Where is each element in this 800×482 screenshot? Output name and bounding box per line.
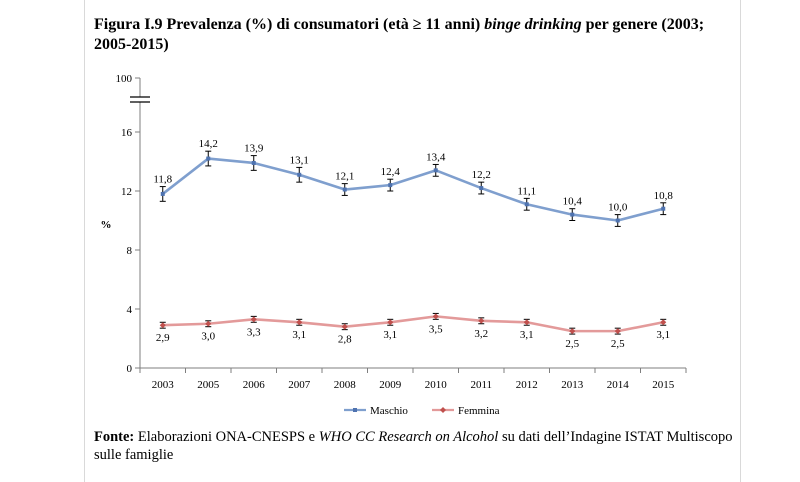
data-label: 10,0 <box>608 202 628 214</box>
x-tick-label: 2014 <box>607 379 630 391</box>
series-femmina: 2,9 3,0 3,3 3,1 2,8 3,1 3,5 3,2 3,1 2,5 2,5 3,1 <box>156 312 670 350</box>
data-label: 13,1 <box>290 154 309 166</box>
x-tick-label: 2013 <box>561 379 584 391</box>
series-maschio: 11,8 14,2 13,9 13,1 12,1 12,4 13,4 12,2 11,1 10,4… <box>153 138 674 227</box>
x-tick-label: 2005 <box>197 379 220 391</box>
data-label: 3,1 <box>520 329 534 341</box>
data-point <box>160 191 165 196</box>
figure-title: Figura I.9 Prevalenza (%) di consumatori… <box>94 15 734 55</box>
data-label: 11,1 <box>517 185 536 197</box>
figure-title-italic: binge drinking <box>484 16 582 33</box>
data-point <box>296 319 303 326</box>
x-tick-label: 2008 <box>334 379 357 391</box>
data-point <box>206 156 211 161</box>
data-label: 2,8 <box>338 334 352 346</box>
data-label: 2,5 <box>565 338 579 350</box>
legend-marker <box>353 408 357 412</box>
y-tick-label: 4 <box>127 304 133 316</box>
x-tick-label: 2015 <box>652 379 675 391</box>
data-label: 3,1 <box>656 329 670 341</box>
data-label: 3,5 <box>429 323 443 335</box>
source-part1: Elaborazioni ONA-CNESPS e <box>134 429 319 445</box>
data-point <box>615 218 620 223</box>
data-label: 3,1 <box>383 329 397 341</box>
data-label: 10,4 <box>563 196 583 208</box>
data-label: 14,2 <box>199 138 218 150</box>
legend-item-maschio: Maschio <box>344 405 408 417</box>
data-point <box>523 319 530 326</box>
data-point <box>432 313 439 320</box>
figure-title-part1: Figura I.9 Prevalenza (%) di consumatori… <box>94 16 485 33</box>
data-point <box>614 328 621 335</box>
right-frame-line <box>740 0 741 482</box>
chart-axes: 0 4 8 12 16 100% 2003 2005 2006 2007 2008 2009 2010 2… <box>101 73 687 391</box>
y-tick-label: 100 <box>116 73 133 85</box>
data-point <box>388 183 393 188</box>
x-tick-label: 2012 <box>516 379 538 391</box>
legend-item-femmina: Femmina <box>432 405 500 417</box>
y-tick-label: 16 <box>121 127 133 139</box>
legend-label: Maschio <box>370 405 408 417</box>
x-tick-label: 2003 <box>152 379 175 391</box>
data-label: 13,9 <box>244 143 264 155</box>
data-point <box>569 328 576 335</box>
data-point <box>570 212 575 217</box>
data-label: 2,9 <box>156 332 170 344</box>
x-tick-label: 2006 <box>243 379 266 391</box>
data-label: 12,1 <box>335 171 354 183</box>
data-label: 3,2 <box>474 328 488 340</box>
data-label: 3,3 <box>247 326 261 338</box>
data-point <box>478 317 485 324</box>
data-point <box>342 187 347 192</box>
data-label: 3,1 <box>292 329 306 341</box>
x-tick-label: 2010 <box>425 379 448 391</box>
y-axis-break-gap <box>130 97 150 102</box>
data-point <box>297 172 302 177</box>
data-point <box>250 316 257 323</box>
data-point <box>159 322 166 329</box>
data-label: 3,0 <box>201 331 215 343</box>
legend-label: Femmina <box>458 405 500 417</box>
data-point <box>387 319 394 326</box>
y-axis-label: % <box>101 219 112 231</box>
data-label: 12,2 <box>472 169 491 181</box>
data-point <box>661 206 666 211</box>
data-point <box>433 168 438 173</box>
legend-marker <box>440 407 446 413</box>
data-label: 13,4 <box>426 151 446 163</box>
data-point <box>660 319 667 326</box>
data-point <box>524 202 529 207</box>
data-point <box>205 320 212 327</box>
figure-title-part2: per genere (2003; 2005-2015) <box>94 16 705 53</box>
x-tick-label: 2011 <box>470 379 492 391</box>
data-label: 12,4 <box>381 166 401 178</box>
source-label: Fonte: <box>94 429 135 445</box>
line-chart: 0 4 8 12 16 100% 2003 2005 2006 2007 2008 2009 2010 2… <box>101 73 687 417</box>
source-part2: su dati dell’Indagine ISTAT Multiscopo s… <box>94 429 733 463</box>
y-tick-label: 12 <box>121 186 132 198</box>
data-label: 2,5 <box>611 338 625 350</box>
chart-series-layer: 11,8 14,2 13,9 13,1 12,1 12,4 13,4 12,2 11,1 10,4… <box>153 138 673 350</box>
left-frame-line <box>84 0 85 482</box>
x-tick-label: 2007 <box>288 379 311 391</box>
series-line <box>162 315 664 333</box>
x-tick-label: 2009 <box>379 379 402 391</box>
data-point <box>341 323 348 330</box>
data-point <box>479 186 484 191</box>
y-tick-label: 8 <box>127 245 133 257</box>
data-label: 11,8 <box>153 174 172 186</box>
chart-legend: Maschio Femmina <box>344 405 500 417</box>
source-note: Fonte: Elaborazioni ONA-CNESPS e WHO CC … <box>94 428 734 464</box>
data-label: 10,8 <box>654 190 674 202</box>
data-point <box>251 160 256 165</box>
series-line <box>161 157 664 222</box>
source-italic: WHO CC Research on Alcohol <box>318 429 499 445</box>
y-tick-label: 0 <box>127 363 133 375</box>
